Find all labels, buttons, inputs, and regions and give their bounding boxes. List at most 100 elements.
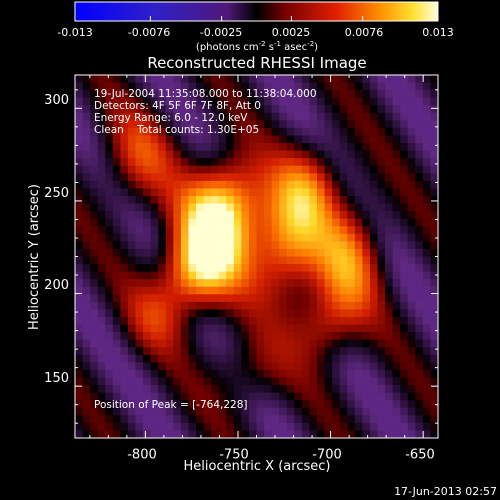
heatmap-cell bbox=[75, 143, 84, 152]
heatmap-cell bbox=[256, 233, 265, 242]
heatmap-cell bbox=[180, 211, 190, 220]
heatmap-cell bbox=[407, 332, 416, 341]
heatmap-cell bbox=[112, 165, 121, 174]
heatmap-cell bbox=[112, 120, 121, 129]
heatmap-cell bbox=[158, 339, 167, 348]
heatmap-cell bbox=[203, 385, 212, 394]
heatmap-cell bbox=[339, 248, 348, 258]
heatmap-cell bbox=[203, 203, 212, 212]
heatmap-cell bbox=[392, 150, 401, 159]
heatmap-cell bbox=[226, 173, 235, 182]
heatmap-cell bbox=[415, 279, 424, 288]
heatmap-cell bbox=[143, 165, 152, 174]
heatmap-cell bbox=[135, 339, 144, 348]
heatmap-cell bbox=[430, 271, 438, 280]
heatmap-cell bbox=[286, 400, 295, 409]
heatmap-cell bbox=[150, 271, 159, 280]
heatmap-cell bbox=[218, 385, 227, 394]
heatmap-cell bbox=[226, 415, 235, 424]
heatmap-cell bbox=[279, 82, 288, 91]
heatmap-cell bbox=[309, 339, 318, 348]
heatmap-cell bbox=[264, 271, 273, 280]
heatmap-cell bbox=[112, 75, 121, 84]
heatmap-cell bbox=[264, 233, 273, 242]
heatmap-cell bbox=[180, 127, 190, 137]
heatmap-cell bbox=[211, 264, 220, 273]
heatmap-cell bbox=[211, 173, 220, 182]
heatmap-cell bbox=[332, 286, 341, 295]
heatmap-cell bbox=[324, 105, 333, 114]
heatmap-cell bbox=[203, 430, 212, 438]
heatmap-cell bbox=[279, 150, 288, 159]
heatmap-cell bbox=[105, 264, 114, 273]
heatmap-cell bbox=[279, 286, 288, 295]
heatmap-cell bbox=[233, 339, 242, 348]
heatmap-cell bbox=[347, 324, 356, 333]
heatmap-cell bbox=[188, 165, 197, 174]
heatmap-cell bbox=[362, 362, 371, 371]
heatmap-cell bbox=[233, 332, 242, 341]
heatmap-cell bbox=[324, 248, 333, 258]
heatmap-cell bbox=[211, 279, 220, 288]
heatmap-cell bbox=[143, 158, 152, 167]
heatmap-cell bbox=[248, 135, 258, 144]
heatmap-cell bbox=[317, 158, 326, 167]
heatmap-cell bbox=[354, 294, 363, 303]
heatmap-cell bbox=[347, 317, 356, 326]
heatmap-cell bbox=[188, 226, 197, 235]
heatmap-cell bbox=[339, 127, 348, 137]
heatmap-cell bbox=[392, 233, 401, 242]
heatmap-cell bbox=[90, 196, 99, 205]
heatmap-cell bbox=[256, 385, 265, 394]
heatmap-cell bbox=[317, 324, 326, 333]
heatmap-cell bbox=[286, 82, 295, 91]
heatmap-cell bbox=[180, 294, 190, 303]
heatmap-cell bbox=[332, 422, 341, 432]
heatmap-cell bbox=[415, 324, 424, 333]
heatmap-cell bbox=[120, 286, 129, 295]
heatmap-cell bbox=[82, 354, 91, 363]
heatmap-cell bbox=[294, 347, 303, 356]
heatmap-cell bbox=[97, 294, 106, 303]
heatmap-cell bbox=[135, 377, 144, 386]
heatmap-cell bbox=[188, 248, 197, 258]
heatmap-cell bbox=[218, 196, 227, 205]
heatmap-cell bbox=[422, 127, 432, 137]
heatmap-cell bbox=[226, 279, 235, 288]
heatmap-cell bbox=[226, 226, 235, 235]
heatmap-cell bbox=[294, 369, 303, 379]
heatmap-cell bbox=[264, 165, 273, 174]
heatmap-cell bbox=[377, 347, 386, 356]
heatmap-cell bbox=[400, 135, 409, 144]
heatmap-cell bbox=[82, 369, 91, 379]
heatmap-cell bbox=[143, 385, 152, 394]
heatmap-cell bbox=[226, 211, 235, 220]
heatmap-cell bbox=[392, 127, 401, 137]
heatmap-cell bbox=[196, 392, 205, 401]
heatmap-cell bbox=[158, 264, 167, 273]
heatmap-cell bbox=[188, 203, 197, 212]
heatmap-cell bbox=[309, 196, 318, 205]
heatmap-cell bbox=[120, 264, 129, 273]
heatmap-cell bbox=[294, 286, 303, 295]
heatmap-cell bbox=[279, 385, 288, 394]
heatmap-cell bbox=[354, 301, 363, 311]
heatmap-cell bbox=[317, 369, 326, 379]
heatmap-cell bbox=[180, 82, 190, 91]
heatmap-cell bbox=[301, 150, 311, 159]
heatmap-cell bbox=[377, 422, 386, 432]
heatmap-cell bbox=[301, 143, 311, 152]
heatmap-cell bbox=[317, 339, 326, 348]
heatmap-cell bbox=[430, 354, 438, 363]
heatmap-cell bbox=[392, 97, 401, 106]
heatmap-cell bbox=[422, 97, 432, 106]
heatmap-cell bbox=[301, 392, 311, 401]
heatmap-cell bbox=[286, 317, 295, 326]
heatmap-cell bbox=[188, 180, 197, 190]
heatmap-cell bbox=[377, 180, 386, 190]
heatmap-cell bbox=[400, 392, 409, 401]
heatmap-cell bbox=[196, 347, 205, 356]
heatmap-cell bbox=[347, 286, 356, 295]
heatmap-cell bbox=[362, 369, 371, 379]
heatmap-cell bbox=[120, 415, 129, 424]
